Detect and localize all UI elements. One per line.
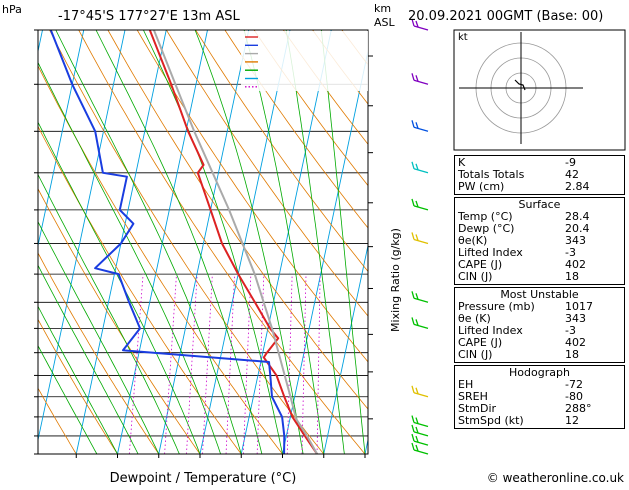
isotherm-line <box>283 30 373 454</box>
wind-barb-staff <box>414 80 428 84</box>
hodograph-unit-label: kt <box>458 32 468 43</box>
wind-barb-staff <box>414 206 428 210</box>
dry-adiabat-line <box>20 30 282 454</box>
wet-adiabat-line <box>195 30 303 454</box>
wind-barb <box>412 425 428 436</box>
isotherm-line <box>0 30 84 454</box>
wet-adiabat-line <box>244 30 324 454</box>
isotherm-line <box>0 30 43 454</box>
wind-barb-staff <box>414 127 428 131</box>
index-value: 2.84 <box>565 181 621 193</box>
wind-barb <box>412 317 428 328</box>
wind-barb <box>412 199 428 210</box>
most-unstable-row: CIN (J) 18 <box>458 349 621 361</box>
wind-barb <box>412 232 428 243</box>
mixing-ratio-line <box>165 274 177 454</box>
mixing-ratio-axis-label: Mixing Ratio (g/kg) <box>389 228 402 332</box>
surface-value: 18 <box>565 271 621 283</box>
wind-barb-flag <box>412 434 414 441</box>
dry-adiabat-line <box>0 30 35 454</box>
wind-barb-staff <box>414 324 428 328</box>
wind-barb-flag <box>412 162 414 169</box>
wind-barb-staff <box>414 298 428 302</box>
wind-barb-flag <box>412 232 414 239</box>
wind-barb <box>412 162 428 173</box>
wind-barb-staff <box>414 26 428 30</box>
wind-barb-staff <box>414 393 428 397</box>
hodograph: kt <box>454 30 625 150</box>
wind-barb-flag <box>412 443 414 450</box>
wind-barb-flag <box>412 386 414 393</box>
wind-barb-flag <box>412 120 414 127</box>
wind-barb-flag <box>412 317 414 324</box>
most-unstable-box: Most Unstable Pressure (mb)1017 θe (K)34… <box>454 287 625 363</box>
isotherm-line <box>118 30 208 454</box>
most-unstable-label: CIN (J) <box>458 349 492 361</box>
wet-adiabat-line <box>143 30 282 454</box>
hodograph-table-title: Hodograph <box>458 367 621 379</box>
wind-barb-staff <box>414 423 428 427</box>
km-label: km <box>374 2 391 15</box>
dry-adiabat-line <box>0 30 159 454</box>
wind-barb-staff <box>414 432 428 436</box>
hodograph-frame <box>454 30 625 150</box>
surface-row: CIN (J) 18 <box>458 271 621 283</box>
wind-barb <box>412 73 428 84</box>
wet-adiabat-line <box>286 30 344 454</box>
wind-barb <box>412 416 428 427</box>
isotherm-line <box>365 30 455 454</box>
datetime-label: 20.09.2021 00GMT (Base: 00) <box>408 9 603 24</box>
wind-barb-flag <box>412 416 414 423</box>
wind-barb <box>412 386 428 397</box>
most-unstable-value: 18 <box>565 349 621 361</box>
wet-adiabat-line <box>0 30 200 454</box>
pressure-unit-label: hPa <box>2 3 22 16</box>
legend <box>241 31 368 91</box>
hodograph-table-label: StmSpd (kt) <box>458 415 524 427</box>
wind-barb-staff <box>414 169 428 173</box>
x-axis-title: Dewpoint / Temperature (°C) <box>110 471 297 486</box>
wind-barb <box>412 291 428 302</box>
hodograph-table-row: StmSpd (kt) 12 <box>458 415 621 427</box>
wind-barb <box>412 120 428 131</box>
isotherm-line <box>0 30 1 454</box>
location-label: -17°45'S 177°27'E 13m ASL <box>58 9 240 24</box>
wind-barb-staff <box>414 441 428 445</box>
surface-label: CIN (J) <box>458 271 492 283</box>
wind-barb-staff <box>414 239 428 243</box>
legend-box <box>241 31 368 91</box>
index-label: PW (cm) <box>458 181 504 193</box>
index-row-pw: PW (cm) 2.84 <box>458 181 621 193</box>
wind-barb-flag <box>412 73 414 80</box>
wind-barb-flag <box>412 199 414 206</box>
wind-barb-flag <box>412 425 414 432</box>
credit-label: © weatheronline.co.uk <box>487 471 624 485</box>
hodograph-table-value: 12 <box>565 415 621 427</box>
wind-barb-staff <box>414 450 428 454</box>
surface-box: Surface Temp (°C)28.4 Dewp (°C)20.4 θe(K… <box>454 197 625 285</box>
asl-label: ASL <box>374 16 396 29</box>
dewpoint-line <box>51 30 284 454</box>
wind-barb-flag <box>412 291 414 298</box>
dry-adiabat-line <box>0 30 241 454</box>
wet-adiabat-line <box>0 30 159 454</box>
